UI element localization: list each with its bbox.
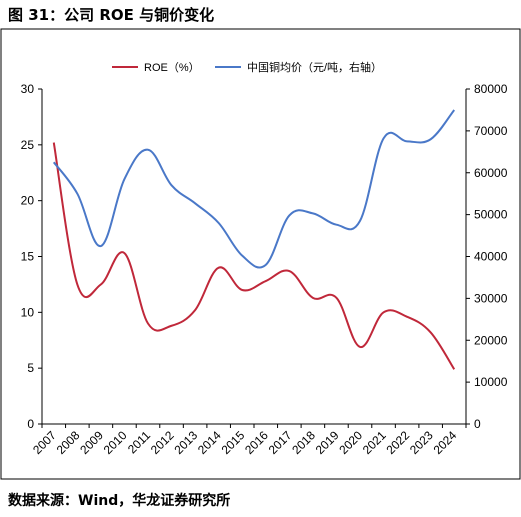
x-tick-label: 2014 bbox=[195, 428, 224, 457]
x-tick-label: 2015 bbox=[219, 428, 248, 457]
line-chart: 0 5 10 15 20 25 30 0 10000 20000 30000 40000 50000 60… bbox=[0, 28, 521, 480]
x-tick-label: 2013 bbox=[171, 428, 200, 457]
legend-label-copper: 中国铜均价（元/吨，右轴） bbox=[247, 60, 382, 74]
y-left-tick-label: 0 bbox=[27, 417, 34, 431]
y-right-tick-label: 20000 bbox=[474, 333, 508, 347]
x-tick-label: 2024 bbox=[431, 428, 460, 457]
x-tick-label: 2010 bbox=[101, 428, 130, 457]
x-tick-label: 2023 bbox=[407, 428, 436, 457]
y-right-tick-label: 40000 bbox=[474, 250, 508, 264]
legend-label-roe: ROE（%） bbox=[144, 61, 200, 74]
y-left-tick-label: 10 bbox=[21, 305, 35, 319]
axes: 0 5 10 15 20 25 30 0 10000 20000 30000 40000 50000 60… bbox=[21, 82, 508, 457]
x-tick-label: 2009 bbox=[77, 428, 106, 457]
y-right-tick-label: 30000 bbox=[474, 291, 508, 305]
x-tick-label: 2016 bbox=[242, 428, 271, 457]
y-left-tick-label: 20 bbox=[21, 194, 35, 208]
y-right-tick-label: 70000 bbox=[474, 124, 508, 138]
x-tick-label: 2022 bbox=[383, 428, 412, 457]
series-lines bbox=[52, 109, 456, 370]
x-tick-label: 2011 bbox=[125, 428, 153, 456]
y-right-tick-label: 50000 bbox=[474, 208, 508, 222]
x-tick-label: 2012 bbox=[148, 428, 177, 457]
y-right-tick-label: 0 bbox=[474, 417, 481, 431]
figure-title: 图 31：公司 ROE 与铜价变化 bbox=[8, 6, 215, 24]
figure-source: 数据来源：Wind，华龙证券研究所 bbox=[8, 493, 231, 509]
x-tick-label: 2021 bbox=[360, 428, 389, 457]
x-tick-label: 2018 bbox=[289, 428, 318, 457]
x-tick-label: 2020 bbox=[336, 428, 365, 457]
y-right-tick-label: 10000 bbox=[474, 375, 508, 389]
legend: ROE（%） 中国铜均价（元/吨，右轴） bbox=[112, 60, 382, 74]
y-right-tick-label: 60000 bbox=[474, 166, 508, 180]
y-left-tick-label: 30 bbox=[21, 82, 35, 96]
x-tick-label: 2007 bbox=[30, 428, 59, 457]
roe-series-line bbox=[52, 142, 456, 370]
y-left-tick-label: 15 bbox=[21, 250, 35, 264]
y-right-tick-label: 80000 bbox=[474, 82, 508, 96]
chart-border bbox=[0, 28, 521, 480]
copper-price-series-line bbox=[52, 109, 456, 269]
x-tick-label: 2019 bbox=[313, 428, 342, 457]
x-tick-label: 2008 bbox=[54, 428, 83, 457]
x-tick-label: 2017 bbox=[266, 428, 295, 457]
y-left-tick-label: 5 bbox=[27, 361, 34, 375]
chart-container: 0 5 10 15 20 25 30 0 10000 20000 30000 40000 50000 60… bbox=[0, 28, 521, 480]
y-left-tick-label: 25 bbox=[21, 138, 35, 152]
